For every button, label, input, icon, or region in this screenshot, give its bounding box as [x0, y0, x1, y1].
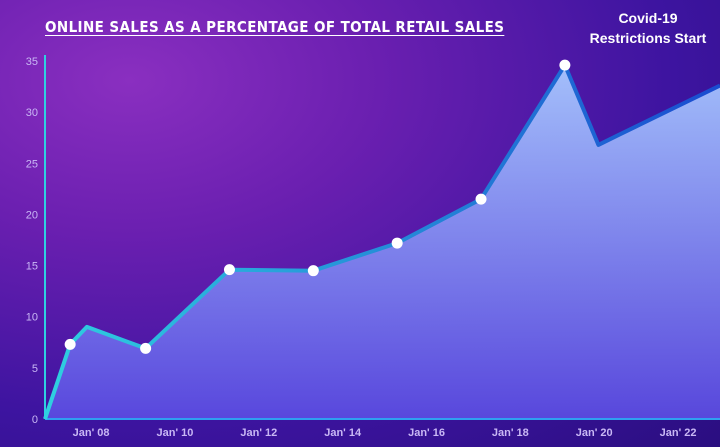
- x-tick-label: Jan' 08: [73, 427, 110, 439]
- data-point-1: [64, 338, 76, 350]
- x-tick-label: Jan' 22: [660, 427, 697, 439]
- y-tick-label: 20: [26, 209, 38, 221]
- x-tick-label: Jan' 12: [240, 427, 277, 439]
- series-line: [43, 63, 720, 420]
- x-tick-label: Jan' 10: [157, 427, 194, 439]
- y-tick-label: 15: [26, 261, 38, 273]
- annotation-line-2: Restrictions Start: [589, 30, 707, 46]
- y-tick-label: 25: [26, 158, 38, 170]
- x-tick-label: Jan' 18: [492, 427, 529, 439]
- data-point-3: [140, 342, 152, 354]
- data-point-6: [391, 237, 403, 249]
- y-tick-label: 0: [32, 414, 38, 426]
- chart-title: ONLINE SALES AS A PERCENTAGE OF TOTAL RE…: [45, 18, 505, 36]
- y-tick-label: 5: [32, 363, 38, 375]
- data-point-7: [475, 193, 487, 205]
- y-tick-label: 35: [26, 56, 38, 68]
- covid-annotation: Covid-19 Restrictions Start: [578, 8, 718, 48]
- x-tick-label: Jan' 20: [576, 427, 613, 439]
- data-point-8: [559, 59, 571, 71]
- area-fill: [45, 65, 720, 419]
- y-tick-label: 10: [26, 312, 38, 324]
- x-tick-label: Jan' 16: [408, 427, 445, 439]
- data-point-4: [223, 264, 235, 276]
- annotation-line-1: Covid-19: [618, 10, 678, 26]
- data-point-5: [307, 265, 319, 277]
- y-tick-label: 30: [26, 107, 38, 119]
- x-tick-label: Jan' 14: [324, 427, 362, 439]
